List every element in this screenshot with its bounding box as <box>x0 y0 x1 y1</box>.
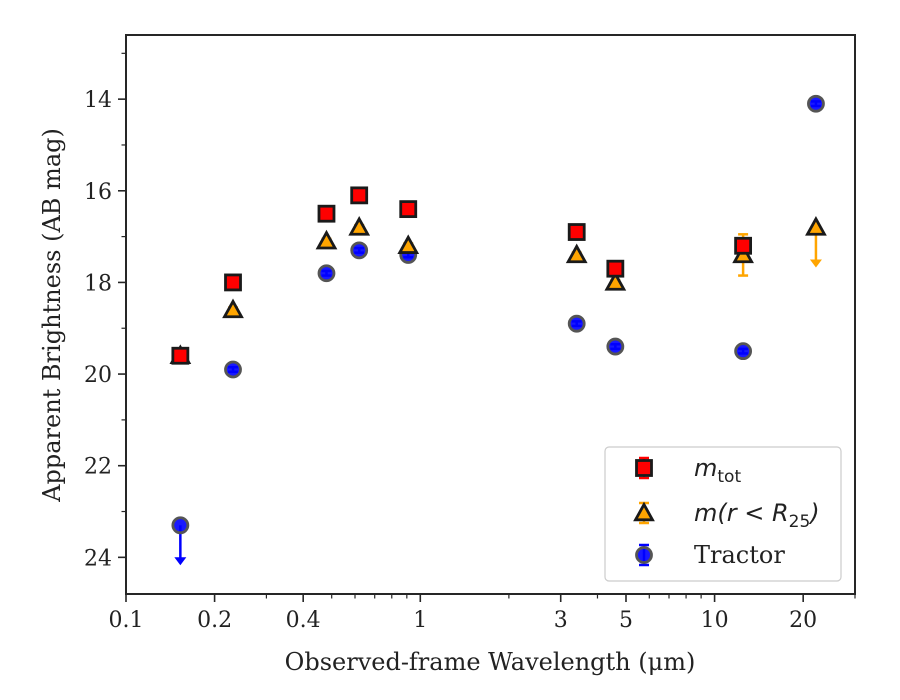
data-point-m_r25 <box>348 216 371 236</box>
x-tick-label: 20 <box>789 608 817 633</box>
series-m_r25 <box>169 216 827 364</box>
data-point-m_r25 <box>805 216 827 236</box>
legend-label-m_r25: m(r < R25) <box>694 499 820 532</box>
data-point-tractor <box>350 241 369 260</box>
y-tick-label: 16 <box>84 180 112 205</box>
data-point-tractor <box>224 360 242 379</box>
y-tick-label: 18 <box>84 271 112 296</box>
data-point-m_tot <box>606 259 625 278</box>
data-point-m_tot <box>317 204 336 223</box>
legend-marker-tractor <box>635 546 653 564</box>
data-point-m_r25 <box>565 243 588 264</box>
data-point-tractor <box>567 314 586 333</box>
x-axis-label: Observed-frame Wavelength (μm) <box>285 648 696 676</box>
x-tick-label: 0.1 <box>109 608 144 633</box>
y-axis: 14 16 18 20 22 24 <box>84 52 126 571</box>
upper-limit-arrowhead <box>174 557 187 566</box>
x-axis: 0.1 0.2 0.4 1 3 5 10 20 <box>109 594 856 633</box>
data-point-m_r25 <box>222 298 244 319</box>
legend: mtot m(r < R25) Tractor <box>604 446 842 582</box>
data-point-m_tot <box>171 346 190 365</box>
upper-limit-arrowhead <box>809 259 822 268</box>
legend-marker-m_tot <box>635 459 653 477</box>
series-m_tot <box>171 186 753 365</box>
data-point-tractor <box>807 94 825 113</box>
x-tick-label: 3 <box>554 608 568 633</box>
data-point-m_r25 <box>397 234 420 254</box>
data-point-m_tot <box>567 223 586 241</box>
data-point-tractor <box>171 516 190 535</box>
data-point-m_tot <box>734 236 753 255</box>
x-tick-label: 5 <box>619 608 633 633</box>
data-point-m_tot <box>399 200 418 219</box>
legend-label-tractor: Tractor <box>694 541 785 569</box>
data-point-tractor <box>606 337 625 356</box>
data-point-m_r25 <box>315 229 338 250</box>
y-tick-label: 22 <box>84 455 112 480</box>
plot-frame <box>125 34 856 595</box>
data-point-m_r25 <box>604 271 627 291</box>
legend-label-m_tot: mtot <box>694 454 741 487</box>
x-tick-label: 0.4 <box>286 608 321 633</box>
y-tick-label: 14 <box>84 88 112 113</box>
data-point-m_tot <box>350 186 369 205</box>
chart-marks <box>169 94 827 566</box>
y-axis-label: Apparent Brightness (AB mag) <box>38 128 66 503</box>
data-point-m_tot <box>224 273 242 292</box>
x-tick-label: 10 <box>701 608 729 633</box>
data-point-tractor <box>317 264 336 283</box>
legend-marker-m_r25 <box>633 501 655 522</box>
y-tick-label: 24 <box>84 546 112 571</box>
legend-box <box>604 446 842 582</box>
y-tick-label: 20 <box>84 363 112 388</box>
x-tick-label: 1 <box>413 608 427 633</box>
data-point-tractor <box>734 342 753 361</box>
x-tick-label: 0.2 <box>197 608 232 633</box>
